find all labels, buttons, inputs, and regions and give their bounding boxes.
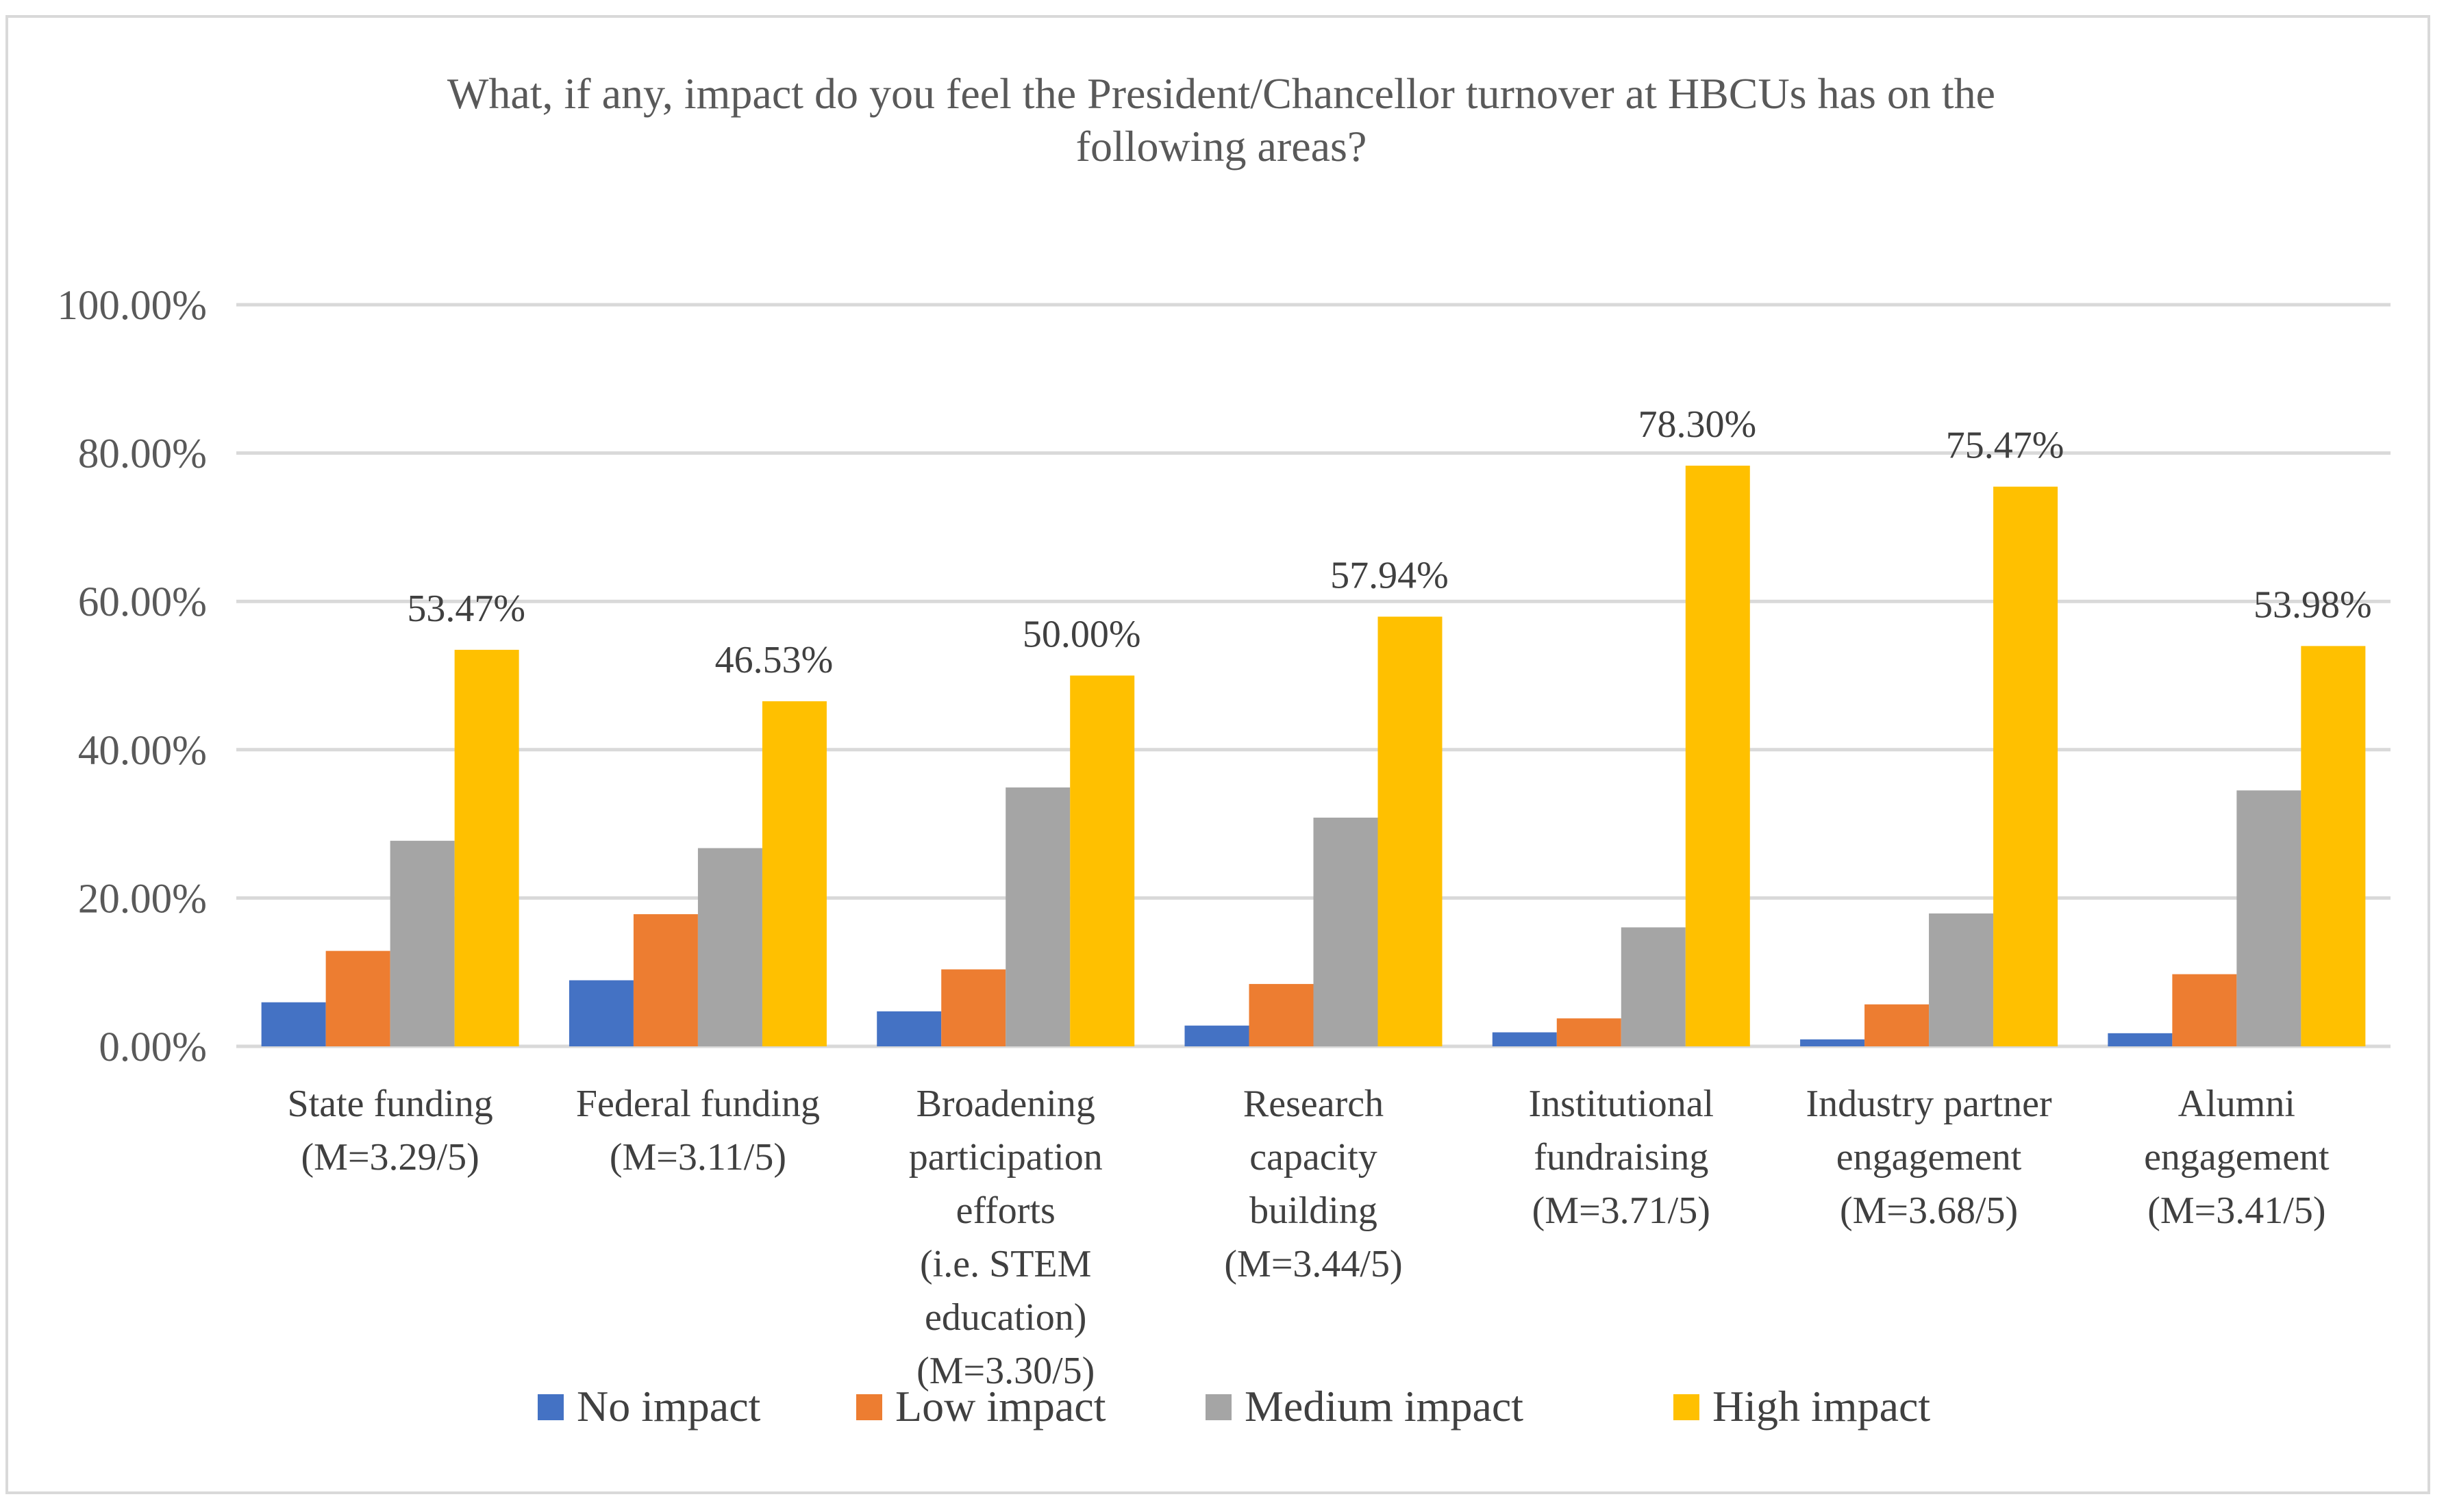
bar-high-impact: [1993, 486, 2058, 1046]
category-label-line: (M=3.68/5): [1840, 1189, 2018, 1232]
category-label-line: building: [1249, 1189, 1377, 1232]
category-label-line: (M=3.11/5): [610, 1136, 786, 1179]
category-label-line: (M=3.41/5): [2147, 1189, 2325, 1232]
bar-high-impact: [454, 649, 519, 1046]
category-label-line: capacity: [1249, 1136, 1377, 1179]
bar-high-impact: [1685, 466, 1750, 1046]
data-label: 53.98%: [2254, 583, 2372, 626]
legend-swatch-no-impact: [538, 1394, 564, 1420]
data-label: 75.47%: [1946, 425, 2064, 467]
data-label: 46.53%: [715, 639, 834, 681]
bar-medium-impact: [1929, 913, 1994, 1046]
legend-label: Medium impact: [1245, 1382, 1523, 1431]
category-label-line: Federal funding: [576, 1083, 820, 1125]
y-tick-label: 80.00%: [78, 431, 207, 477]
y-tick-label: 40.00%: [78, 728, 207, 774]
bar-medium-impact: [1006, 787, 1071, 1046]
bar-no-impact: [1184, 1025, 1249, 1046]
y-tick-label: 60.00%: [78, 579, 207, 625]
category-label-line: (M=3.71/5): [1532, 1189, 1710, 1232]
bar-no-impact: [1492, 1032, 1557, 1046]
category-label-line: participation: [909, 1136, 1103, 1179]
y-tick-label: 0.00%: [99, 1024, 207, 1070]
chart-frame: [5, 15, 2430, 1494]
bar-low-impact: [1556, 1018, 1621, 1046]
category-label-line: (M=3.30/5): [916, 1350, 1095, 1392]
data-label: 50.00%: [1023, 614, 1141, 656]
category-label-line: Institutional: [1528, 1083, 1714, 1125]
category-label-line: Industry partner: [1806, 1083, 2052, 1125]
bar-low-impact: [1864, 1004, 1930, 1046]
legend-swatch-high-impact: [1673, 1394, 1699, 1420]
bar-medium-impact: [1621, 927, 1686, 1046]
category-label-line: engagement: [2144, 1136, 2330, 1179]
category-label-line: (i.e. STEM: [920, 1243, 1091, 1285]
bar-low-impact: [633, 914, 698, 1046]
bar-low-impact: [1249, 983, 1314, 1046]
data-labels: 53.47% 46.53% 50.00% 57.94% 78.30% 75.47% 53.9…: [407, 403, 2371, 681]
y-axis-tick-labels: 0.00% 20.00% 40.00% 60.00% 80.00% 100.00%: [57, 283, 207, 1070]
bar-high-impact: [762, 701, 827, 1046]
chart-title: What, if any, impact do you feel the Pre…: [447, 69, 1995, 171]
category-label-line: education): [925, 1296, 1086, 1339]
y-tick-label: 20.00%: [78, 876, 207, 922]
bar-high-impact: [1070, 675, 1135, 1046]
bar-low-impact: [325, 950, 390, 1046]
data-label: 78.30%: [1638, 403, 1756, 446]
bar-high-impact: [2301, 646, 2366, 1046]
category-label-line: (M=3.44/5): [1224, 1243, 1402, 1285]
chart-title-line: What, if any, impact do you feel the Pre…: [447, 69, 1995, 118]
bar-medium-impact: [2236, 790, 2301, 1046]
bar-no-impact: [2108, 1033, 2173, 1046]
bar-no-impact: [877, 1011, 942, 1046]
category-label-line: efforts: [956, 1189, 1056, 1232]
bar-no-impact: [261, 1002, 326, 1046]
bar-low-impact: [2172, 974, 2237, 1046]
data-label: 53.47%: [407, 588, 525, 630]
bar-medium-impact: [1313, 818, 1378, 1046]
bar-medium-impact: [697, 848, 762, 1046]
legend: No impact Low impact Medium impact High imp…: [538, 1382, 1930, 1431]
legend-label: No impact: [577, 1382, 761, 1431]
category-label-line: (M=3.29/5): [301, 1136, 479, 1179]
category-label-line: Broadening: [916, 1083, 1095, 1125]
legend-swatch-medium-impact: [1206, 1394, 1232, 1420]
category-label-line: engagement: [1836, 1136, 2022, 1179]
category-label-line: State funding: [288, 1083, 493, 1125]
bar-low-impact: [941, 969, 1006, 1046]
chart-title-line: following areas?: [1076, 122, 1367, 171]
legend-label: Low impact: [895, 1382, 1106, 1431]
bar-medium-impact: [390, 840, 455, 1046]
bars: [261, 466, 2366, 1046]
legend-swatch-low-impact: [856, 1394, 882, 1420]
legend-label: High impact: [1712, 1382, 1930, 1431]
y-tick-label: 100.00%: [57, 283, 207, 329]
category-label-line: fundraising: [1534, 1136, 1708, 1179]
data-label: 57.94%: [1330, 555, 1449, 597]
bar-no-impact: [569, 980, 634, 1046]
x-axis-category-labels: State funding (M=3.29/5) Federal funding (M…: [288, 1083, 2330, 1392]
bar-no-impact: [1800, 1039, 1865, 1046]
bar-high-impact: [1377, 616, 1443, 1046]
category-label-line: Alumni: [2178, 1083, 2295, 1125]
category-label-line: Research: [1243, 1083, 1384, 1125]
